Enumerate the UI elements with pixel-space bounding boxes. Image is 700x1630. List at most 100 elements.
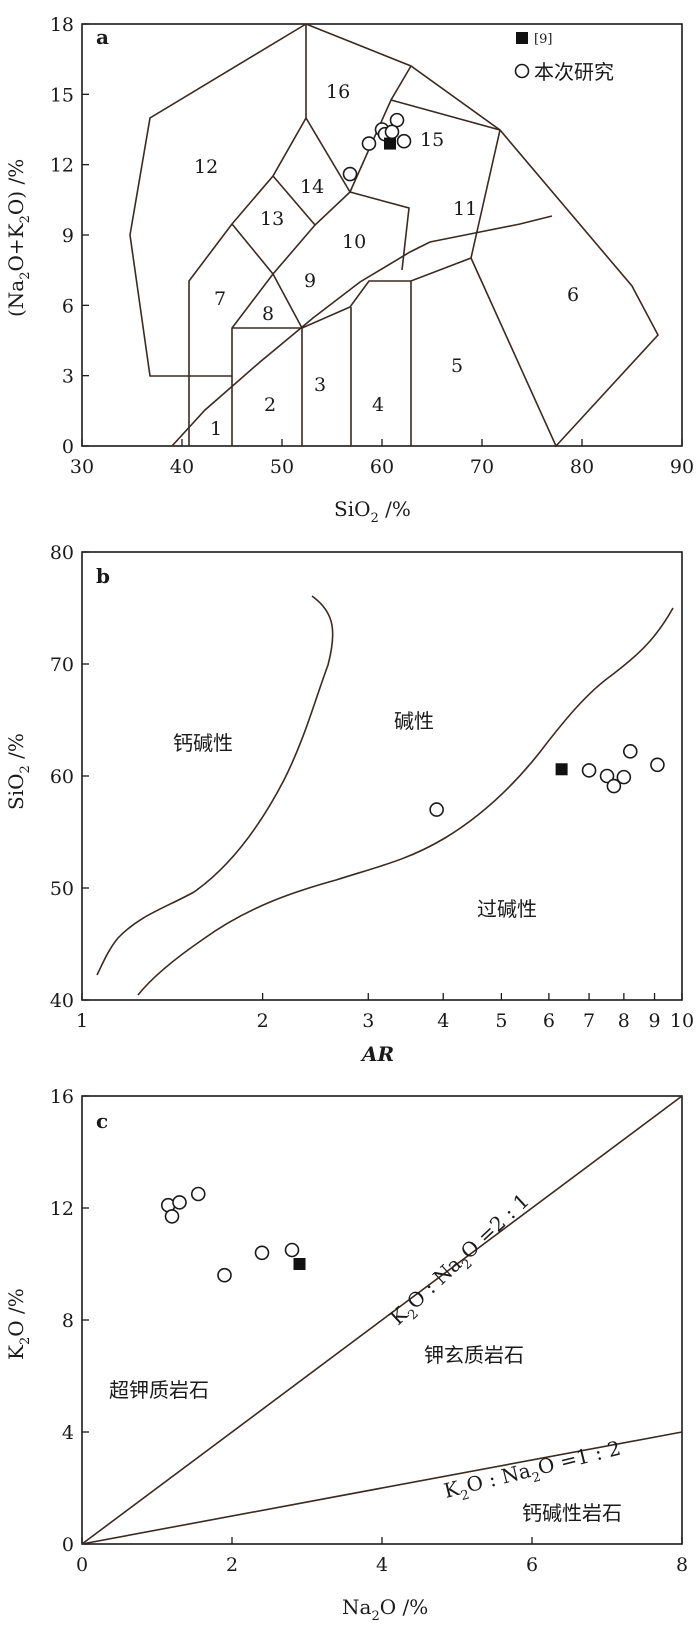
tas-boundary [305, 117, 351, 193]
y-tick-label: 3 [62, 366, 74, 388]
data-point-circle [164, 1209, 180, 1224]
data-point-circle [217, 1267, 232, 1283]
field-number: 14 [300, 176, 324, 198]
y-tick-label: 16 [50, 1086, 74, 1108]
field-number: 10 [342, 231, 366, 253]
field-number: 4 [372, 394, 384, 416]
panel-c-ratio-lines [81, 1095, 683, 1545]
y-tick-label: 0 [62, 436, 74, 458]
x-tick-label: 1 [76, 1010, 88, 1032]
tas-boundary [272, 175, 316, 226]
data-point-circle [384, 124, 400, 140]
y-tick-label: 6 [62, 295, 74, 317]
data-point-circle [254, 1245, 270, 1261]
legend-square-marker [516, 32, 528, 44]
ratio-line-label-1-2: K2O : Na2O =1 : 2 [441, 1436, 624, 1508]
tas-boundary [272, 273, 303, 329]
region-label-shoshonitic: 钾玄质岩石 [424, 1343, 524, 1367]
ratio-line [81, 1431, 683, 1545]
data-point-circle [581, 763, 597, 778]
y-tick-label: 18 [50, 14, 74, 36]
panel-a-field-numbers: 1 2 3 4 5 6 7 8 9 10 11 12 13 14 15 16 [194, 81, 579, 440]
panel-b-y-axis-label: SiO2 /% [4, 733, 33, 810]
legend-label: [9] [534, 32, 552, 47]
panel-a-field-boundaries [129, 23, 659, 448]
x-tick-label: 80 [570, 456, 594, 478]
y-tick-label: 15 [50, 84, 74, 106]
panel-b-axes: 1 2 3 4 5 6 7 8 9 10 40 50 60 70 80 [50, 542, 694, 1032]
field-number: 3 [314, 374, 326, 396]
region-label-ultrapotassic: 超钾质岩石 [109, 1378, 209, 1402]
panel-a-y-axis-label: (Na2O+K2O) /% [4, 159, 33, 317]
ratio-line [81, 1095, 683, 1545]
legend-label: 本次研究 [534, 60, 614, 84]
x-tick-label: 6 [526, 1554, 538, 1576]
x-tick-label: 4 [437, 1010, 449, 1032]
data-point-circle [616, 769, 632, 785]
data-point-circle [396, 133, 412, 149]
x-tick-label: 70 [470, 456, 494, 478]
x-tick-label: 3 [362, 1010, 374, 1032]
x-tick-label: 30 [70, 456, 94, 478]
field-number: 1 [210, 418, 222, 440]
x-tick-label: 60 [370, 456, 394, 478]
x-tick-label: 4 [376, 1554, 388, 1576]
y-tick-label: 60 [50, 766, 74, 788]
panel-b: b 1 2 3 4 5 6 7 8 9 10 40 50 60 70 80 钙碱性 碱性 过碱性 AR Si… [4, 542, 694, 1066]
data-point-circle [284, 1242, 300, 1258]
field-number: 2 [264, 394, 276, 416]
x-tick-label: 8 [676, 1554, 688, 1576]
panel-b-points [429, 744, 665, 817]
x-tick-label: 2 [257, 1010, 269, 1032]
data-point-circle [429, 802, 444, 817]
field-number: 11 [453, 198, 477, 220]
data-point-circle [606, 778, 622, 794]
field-number: 5 [451, 355, 463, 377]
panel-c-axes: 0 2 4 6 8 0 4 8 12 16 [50, 1086, 688, 1576]
field-number: 13 [260, 208, 284, 230]
x-tick-label: 0 [76, 1554, 88, 1576]
y-tick-label: 0 [62, 1534, 74, 1556]
x-tick-label: 90 [670, 456, 694, 478]
tas-boundary [171, 215, 553, 447]
x-tick-label: 8 [618, 1010, 630, 1032]
region-label-calc-alkaline-rocks: 钙碱性岩石 [522, 1501, 622, 1525]
data-point-circle [342, 166, 358, 182]
data-point-square [555, 763, 568, 776]
field-number: 15 [420, 129, 444, 151]
y-tick-label: 40 [50, 990, 74, 1012]
data-point-circle [190, 1186, 206, 1202]
data-point-circle [650, 757, 665, 773]
y-tick-label: 12 [50, 1198, 74, 1220]
x-tick-label: 40 [170, 456, 194, 478]
field-number: 16 [326, 81, 350, 103]
ratio-line-label-2-1: K2O : Na2O =2 : 1 [385, 1189, 537, 1334]
alkaline-peralkaline-boundary [137, 607, 674, 996]
data-point-circle [622, 744, 638, 759]
tas-boundary [301, 129, 501, 446]
panel-c-label: c [96, 1109, 108, 1133]
y-tick-label: 8 [62, 1310, 74, 1332]
x-tick-label: 50 [270, 456, 294, 478]
panel-c-x-axis-label: Na2O /% [342, 1595, 428, 1624]
region-label-peralkaline: 过碱性 [477, 897, 537, 921]
data-point-circle [599, 768, 615, 784]
region-label-calc-alkaline: 钙碱性 [173, 731, 233, 755]
data-point-circle [172, 1195, 187, 1210]
panel-a: a 30 40 50 60 70 80 90 0 3 6 9 12 15 18 1 2 3 [4, 14, 694, 526]
y-tick-label: 80 [50, 542, 74, 564]
panel-b-label: b [96, 564, 110, 588]
tas-boundary [390, 99, 501, 131]
panel-a-label: a [96, 25, 109, 49]
x-tick-label: 9 [648, 1010, 660, 1032]
panel-c-points [160, 1186, 306, 1283]
panel-a-x-axis-label: SiO2 /% [334, 497, 411, 526]
panel-b-division-lines [96, 595, 674, 996]
legend-circle-marker [514, 63, 530, 79]
panel-b-x-axis-label: AR [360, 1042, 394, 1066]
x-tick-label: 6 [543, 1010, 555, 1032]
field-number: 7 [214, 288, 226, 310]
region-label-alkaline: 碱性 [394, 709, 434, 733]
panel-a-legend: [9] 本次研究 [514, 32, 614, 84]
